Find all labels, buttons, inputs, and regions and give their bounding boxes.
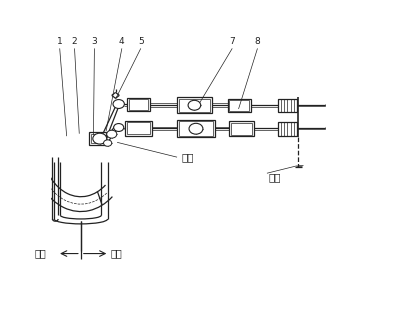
- Bar: [231, 123, 252, 135]
- Bar: [278, 99, 297, 112]
- Bar: [127, 122, 150, 134]
- Circle shape: [189, 123, 203, 134]
- Text: 开门: 开门: [111, 248, 123, 258]
- Text: 8: 8: [255, 37, 260, 46]
- Text: 机架: 机架: [269, 172, 281, 182]
- Text: 1: 1: [57, 37, 63, 46]
- Circle shape: [113, 100, 125, 108]
- Text: 关门: 关门: [35, 248, 46, 258]
- Bar: [179, 121, 213, 136]
- Circle shape: [188, 100, 201, 110]
- Bar: [229, 121, 254, 136]
- Text: 7: 7: [230, 37, 235, 46]
- Bar: [127, 98, 150, 111]
- Bar: [129, 99, 148, 110]
- Bar: [91, 134, 104, 143]
- Text: 5: 5: [138, 37, 144, 46]
- Bar: [125, 121, 152, 136]
- Bar: [177, 120, 215, 137]
- Circle shape: [103, 140, 112, 146]
- Bar: [177, 97, 212, 113]
- Circle shape: [114, 124, 124, 132]
- Text: 3: 3: [92, 37, 97, 46]
- Circle shape: [107, 130, 117, 138]
- Bar: [228, 99, 251, 112]
- Text: 2: 2: [72, 37, 77, 46]
- Text: 料仓: 料仓: [182, 152, 194, 162]
- Circle shape: [93, 133, 107, 144]
- Bar: [230, 100, 249, 111]
- Bar: [278, 122, 297, 136]
- Text: 4: 4: [119, 37, 125, 46]
- Bar: [89, 133, 106, 145]
- Bar: [179, 99, 210, 112]
